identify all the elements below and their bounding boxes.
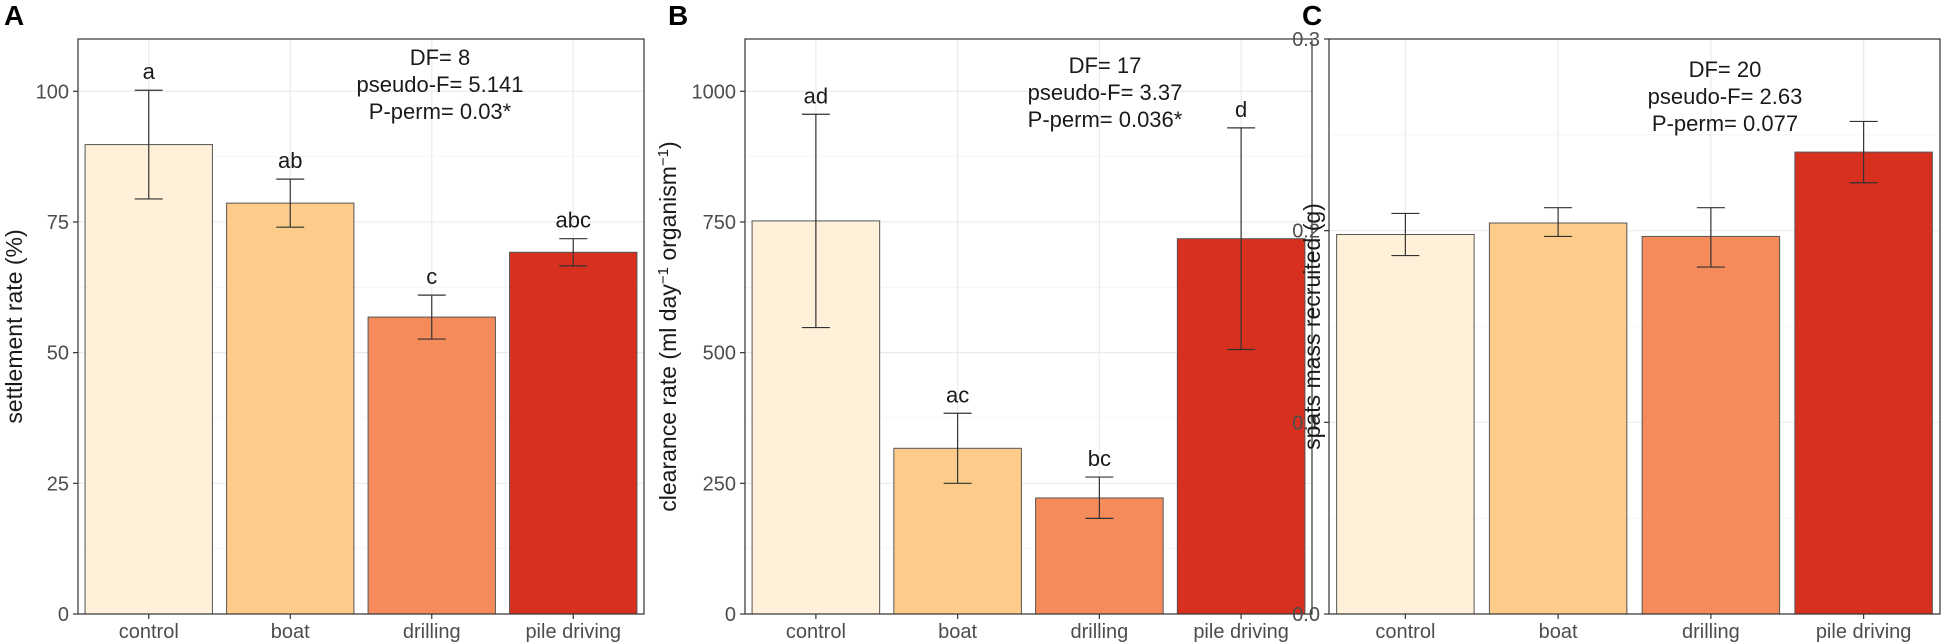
plot-frame (1328, 38, 1941, 615)
error-bar-control (801, 113, 830, 329)
significance-letter: ad (804, 83, 828, 108)
significance-letter: ab (278, 148, 302, 173)
y-tick-label: 0.3 (1292, 29, 1320, 51)
bar-control (84, 144, 213, 615)
stats-annotation: P-perm= 0.03* (369, 99, 512, 124)
bar-pile-driving (1794, 151, 1933, 615)
y-tick-label: 0.0 (1292, 604, 1320, 626)
stats-annotation: DF= 8 (410, 45, 471, 70)
y-axis-title: spats mass recruited (g) (1299, 203, 1325, 450)
x-tick-label: control (119, 621, 179, 643)
y-axis-title-part: ) (655, 141, 681, 149)
stats-annotation: pseudo-F= 3.37 (1028, 80, 1183, 105)
bar-control (1336, 234, 1475, 615)
error-bar-control (134, 89, 163, 200)
y-tick-label: 0.1 (1292, 412, 1320, 434)
x-tick-label: boat (271, 621, 310, 643)
significance-letter: a (143, 59, 156, 84)
stats-annotation: P-perm= 0.036* (1028, 107, 1183, 132)
x-tick-label: pile driving (1193, 621, 1289, 643)
x-tick-label: drilling (1682, 621, 1740, 643)
y-tick-label: 100 (36, 81, 69, 103)
error-bar-control (1391, 212, 1420, 257)
panel-b: ad control ac boat bc drilling d pile driving 0 2… (655, 0, 1313, 643)
bar-pile-driving (509, 251, 638, 615)
error-bar-boat (1544, 207, 1573, 238)
y-tick-label: 750 (703, 212, 736, 234)
error-bar-pile-driving (1849, 120, 1878, 184)
stats-annotation: pseudo-F= 5.141 (357, 72, 524, 97)
significance-letter: c (426, 264, 437, 289)
y-axis-title: settlement rate (%) (1, 229, 27, 423)
y-tick-label: 500 (703, 343, 736, 365)
y-axis-title-part: clearance rate (ml day (655, 284, 681, 512)
error-bar-drilling (1085, 476, 1114, 519)
significance-letter: bc (1088, 446, 1111, 471)
error-bar-drilling (417, 294, 446, 340)
significance-letter: abc (556, 208, 591, 233)
y-tick-label: 75 (47, 212, 69, 234)
x-tick-label: control (1375, 621, 1435, 643)
bar-boat (1488, 222, 1628, 615)
stats-annotation: P-perm= 0.077 (1652, 111, 1798, 136)
y-axis-title-superscript: −1 (655, 149, 672, 166)
bar-drilling (1641, 235, 1781, 615)
bar-drilling (367, 316, 496, 615)
error-bar-pile-driving (1227, 127, 1256, 351)
error-bar-drilling (1696, 207, 1725, 268)
x-tick-label: boat (938, 621, 977, 643)
stats-annotation: DF= 17 (1069, 53, 1142, 78)
x-tick-label: drilling (1070, 621, 1128, 643)
y-tick-label: 1000 (692, 81, 737, 103)
stats-annotation: DF= 20 (1689, 57, 1762, 82)
panel-letter: A (4, 0, 24, 31)
error-bar-pile-driving (559, 238, 588, 267)
significance-letter: d (1235, 97, 1247, 122)
x-tick-label: boat (1539, 621, 1578, 643)
y-tick-label: 0.2 (1292, 221, 1320, 243)
x-tick-label: pile driving (1816, 621, 1912, 643)
bar-boat (226, 202, 355, 615)
significance-letter: ac (946, 382, 969, 407)
x-tick-label: control (786, 621, 846, 643)
plot-frame (77, 38, 645, 615)
panel-letter: C (1302, 0, 1322, 31)
y-axis-title-superscript: −1 (655, 267, 672, 284)
y-tick-label: 0 (58, 604, 69, 626)
y-tick-label: 250 (703, 473, 736, 495)
y-tick-label: 25 (47, 473, 69, 495)
y-tick-label: 50 (47, 343, 69, 365)
x-tick-label: pile driving (525, 621, 621, 643)
bar-boat (893, 447, 1022, 615)
panel-a: a control ab boat c drilling abc pile driving 0 2… (1, 0, 645, 643)
y-axis-title-part: organism (655, 166, 681, 267)
error-bar-boat (943, 412, 972, 484)
x-tick-label: drilling (403, 621, 461, 643)
panel-letter: B (668, 0, 688, 31)
error-bar-boat (276, 178, 305, 228)
y-tick-label: 0 (725, 604, 736, 626)
y-axis-title: clearance rate (ml day−1 organism−1) (655, 141, 682, 511)
panel-c: control boat drilling pile driving 0.0 0.1 0.2… (1292, 0, 1941, 643)
stats-annotation: pseudo-F= 2.63 (1648, 84, 1803, 109)
plot-frame (744, 38, 1313, 615)
